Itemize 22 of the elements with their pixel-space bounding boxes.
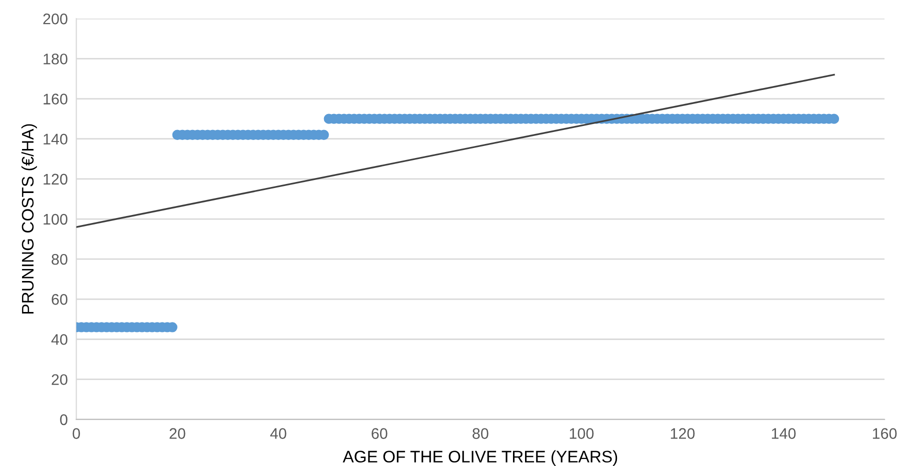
x-tick-label: 60 xyxy=(372,428,388,439)
y-tick-label: 160 xyxy=(44,94,68,104)
y-tick-label: 80 xyxy=(52,254,68,265)
y-tick-label: 140 xyxy=(44,134,68,145)
y-tick-label: 180 xyxy=(44,54,68,64)
x-tick-label: 0 xyxy=(72,428,80,439)
x-axis-title: AGE OF THE OLIVE TREE (YEARS) xyxy=(342,450,618,466)
x-tick-label: 80 xyxy=(472,428,488,439)
y-tick-label: 40 xyxy=(51,334,68,345)
x-tick-label: 40 xyxy=(270,428,286,439)
x-tick-label: 120 xyxy=(670,428,695,439)
y-tick-label: 0 xyxy=(60,414,68,426)
x-tick-label: 100 xyxy=(570,428,594,439)
x-tick-label: 140 xyxy=(772,428,796,439)
y-axis-title: PRUNING COSTS (€/HA) xyxy=(21,124,37,314)
x-tick-label: 20 xyxy=(170,428,186,439)
y-tick-label: 100 xyxy=(44,214,68,225)
y-tick-label: 120 xyxy=(44,174,68,185)
y-tick-label: 20 xyxy=(52,374,68,386)
x-tick-label: 160 xyxy=(872,428,897,439)
y-tick-label: 200 xyxy=(43,14,68,24)
y-tick-label: 60 xyxy=(52,294,68,305)
